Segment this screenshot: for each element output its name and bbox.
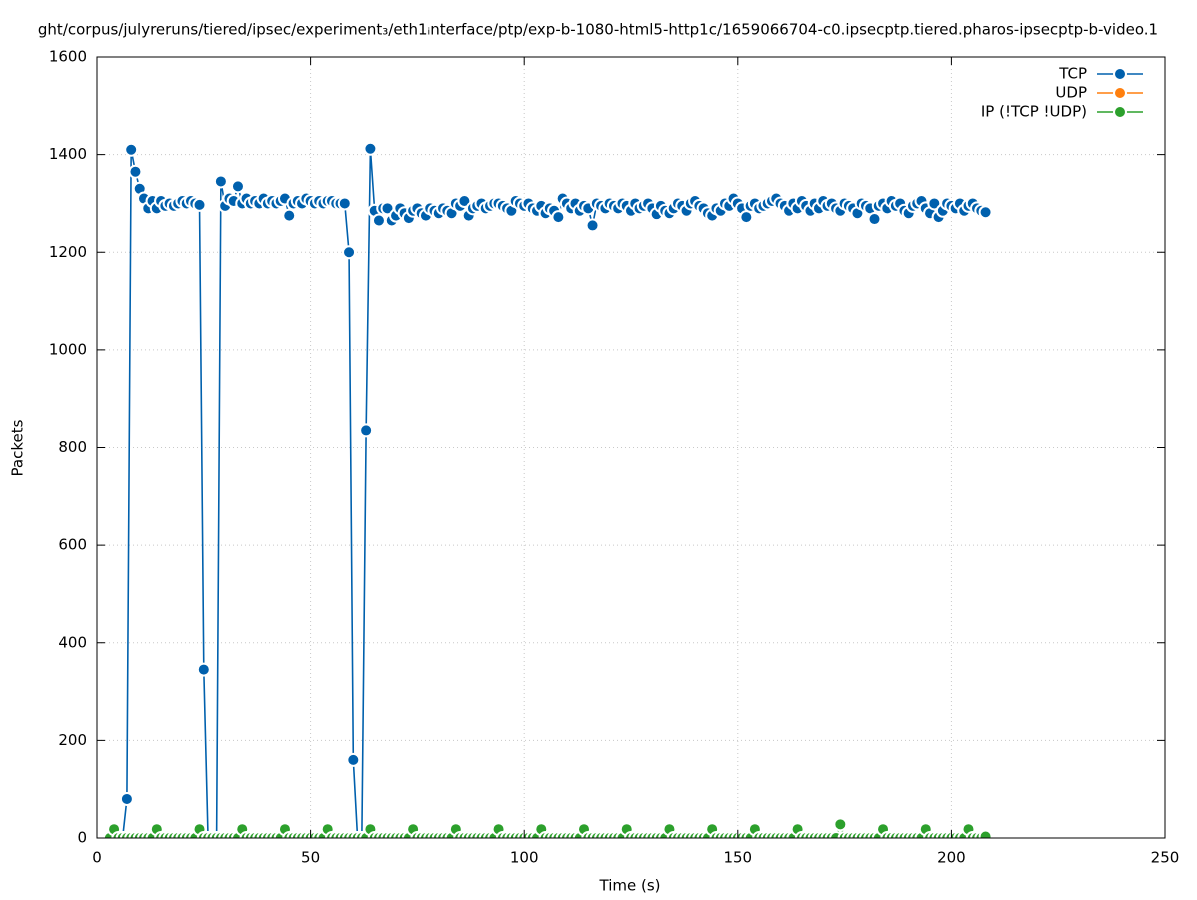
data-point [833,817,848,832]
y-tick-label: 0 [77,829,87,847]
data-point [739,210,754,225]
x-tick-label: 100 [510,849,539,867]
legend-swatch-dot [1113,67,1127,81]
y-tick-label: 200 [58,731,87,749]
plot-area [102,141,993,838]
data-point [196,662,211,677]
data-point [363,141,378,156]
data-point [192,197,207,212]
y-tick-label: 1600 [49,48,87,66]
data-point [867,212,882,227]
data-point [342,245,357,260]
data-point [282,208,297,223]
legend-swatch-dot [1113,105,1127,119]
data-point [457,193,472,208]
data-point [346,752,361,767]
x-tick-label: 150 [723,849,752,867]
data-point [359,423,374,438]
y-axis-label: Packets [9,419,27,476]
y-tick-label: 1000 [49,340,87,358]
data-point [124,142,139,157]
data-point [371,213,386,228]
data-point [337,196,352,211]
data-point [978,829,993,838]
x-tick-label: 250 [1151,849,1180,867]
data-point [585,218,600,233]
y-tick-label: 800 [58,438,87,456]
y-tick-label: 600 [58,536,87,554]
y-tick-label: 400 [58,633,87,651]
legend-swatch-dot [1113,86,1127,100]
data-point [978,205,993,220]
data-point [128,164,143,179]
legend-label: TCP [1058,65,1087,83]
y-tick-label: 1400 [49,145,87,163]
chart-title: ght/corpus/julyreruns/tiered/ipsec/exper… [38,21,1158,39]
y-tick-label: 1200 [49,243,87,261]
data-point [213,174,228,189]
x-tick-label: 0 [92,849,102,867]
x-tick-label: 50 [301,849,320,867]
legend-label: IP (!TCP !UDP) [981,103,1087,121]
legend-label: UDP [1055,84,1087,102]
data-point [119,791,134,806]
x-axis-label: Time (s) [599,877,661,895]
x-tick-label: 200 [937,849,966,867]
grid-layer [96,56,1166,839]
data-point [230,179,245,194]
data-point [551,210,566,225]
